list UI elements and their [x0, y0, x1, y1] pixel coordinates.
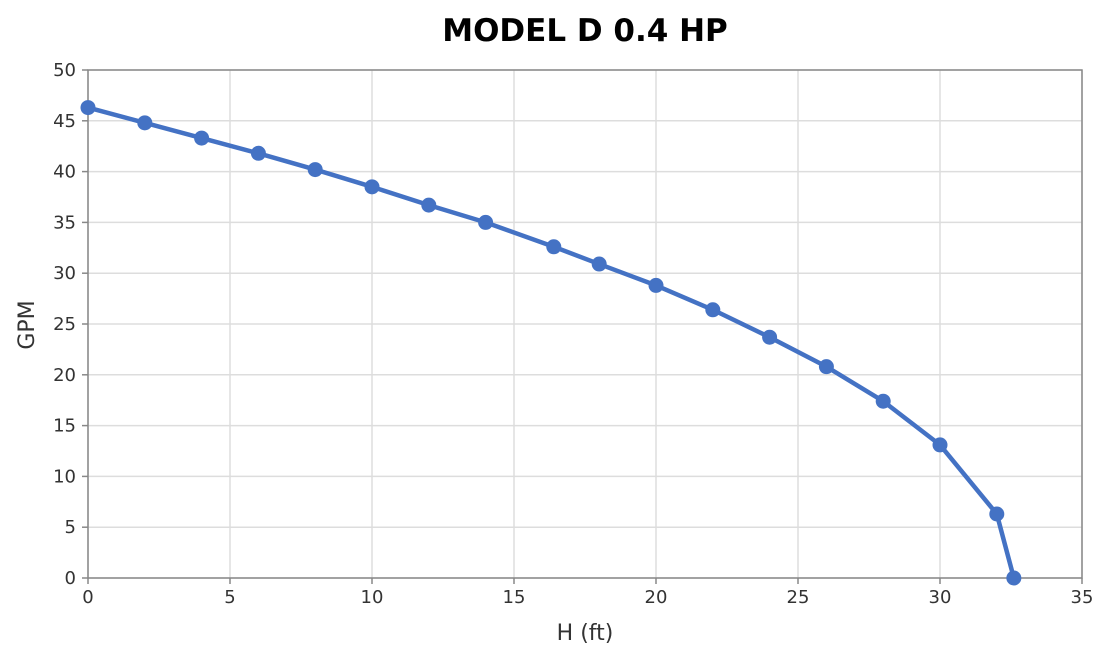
data-point — [364, 179, 380, 195]
data-point — [818, 359, 834, 375]
data-point — [421, 197, 437, 213]
y-tick-label: 35 — [53, 212, 76, 233]
chart-title: MODEL D 0.4 HP — [442, 13, 728, 49]
y-tick-label: 40 — [53, 162, 76, 183]
data-point — [875, 393, 891, 409]
data-point — [250, 145, 266, 161]
x-tick-label: 20 — [645, 587, 668, 608]
x-tick-label: 10 — [361, 587, 384, 608]
x-axis-label: H (ft) — [557, 621, 614, 646]
data-point — [80, 100, 96, 116]
y-tick-label: 45 — [53, 111, 76, 132]
data-point — [1006, 570, 1022, 586]
data-point — [478, 214, 494, 230]
x-tick-label: 5 — [224, 587, 235, 608]
axis-ticks: 0 5 10 15 20 25 30 35 0 5 10 15 20 25 30 35 40 45 50 — [53, 60, 1093, 608]
grid — [87, 69, 1083, 579]
data-point — [546, 239, 562, 255]
x-tick-label: 0 — [82, 587, 93, 608]
y-tick-label: 20 — [53, 365, 76, 386]
series-group — [80, 100, 1022, 586]
x-tick-label: 25 — [787, 587, 810, 608]
y-tick-label: 10 — [53, 466, 76, 487]
data-point — [932, 437, 948, 453]
y-axis-label: GPM — [15, 300, 40, 349]
x-tick-label: 30 — [929, 587, 952, 608]
x-tick-label: 15 — [503, 587, 526, 608]
data-point — [989, 506, 1005, 522]
y-tick-label: 15 — [53, 416, 76, 437]
data-point — [648, 277, 664, 293]
y-tick-label: 5 — [65, 517, 76, 538]
y-tick-label: 0 — [65, 568, 76, 589]
data-point — [194, 130, 210, 146]
y-tick-label: 30 — [53, 263, 76, 284]
data-point — [705, 302, 721, 318]
y-tick-label: 50 — [53, 60, 76, 81]
y-tick-label: 25 — [53, 314, 76, 335]
data-point — [591, 256, 607, 272]
data-point — [137, 115, 153, 131]
x-tick-label: 35 — [1071, 587, 1094, 608]
series-line — [85, 105, 1017, 581]
data-point — [762, 329, 778, 345]
data-point — [307, 162, 323, 178]
